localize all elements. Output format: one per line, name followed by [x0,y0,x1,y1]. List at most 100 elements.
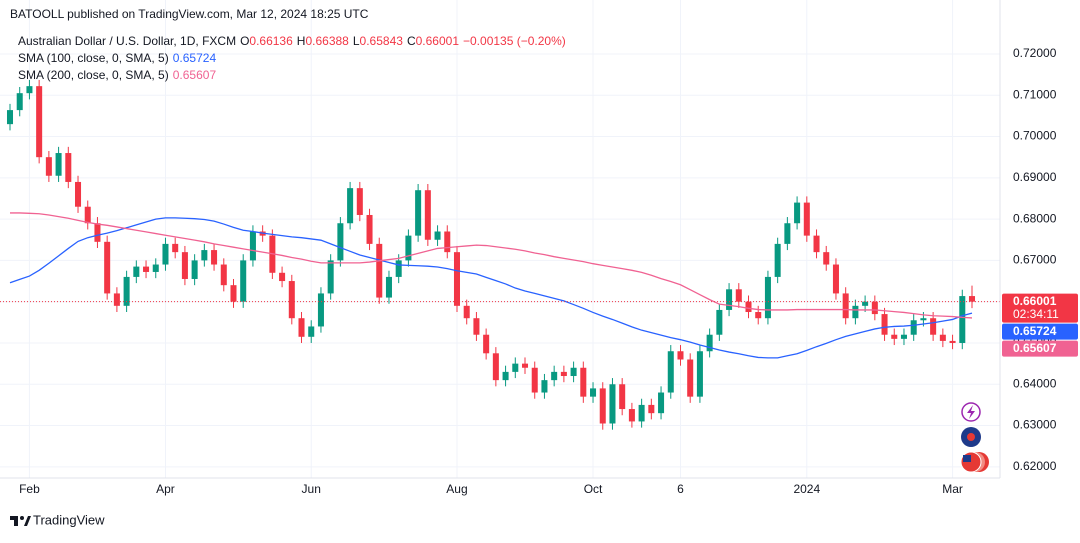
y-tick-label: 0.63000 [1013,418,1057,432]
candle-body [75,181,82,207]
legend-series: SMA (100, close, 0, SMA, 5) 0.65724 [18,51,216,65]
legend-ohlc-value: 0.65843 [360,34,404,48]
candle-body [356,188,363,215]
candle-body [551,371,558,381]
candle-body [434,231,441,240]
candle-body [220,264,227,286]
legend-series-value: 0.65607 [173,68,217,82]
axes: 0.620000.630000.640000.650000.660000.670… [19,46,1078,496]
candle-body [405,235,412,261]
y-tick-label: 0.67000 [1013,253,1057,267]
candle-body [249,231,256,261]
candle-body [871,301,878,315]
candle-body [590,388,597,397]
sma-line [10,212,973,319]
legend-series-value: 0.65724 [173,51,217,65]
x-tick-label: Apr [156,482,175,496]
legend-series-name: SMA (100, close, 0, SMA, 5) [18,51,169,65]
candle-body [930,318,937,335]
candle-body [65,153,72,182]
candle-body [541,380,548,393]
candle-body [881,314,888,335]
candle-body [347,188,354,224]
candle-body [181,252,188,279]
candle-body [648,404,655,414]
legend-ohlc-value: 0.66001 [416,34,460,48]
candle-body [327,260,334,294]
candle-body [521,363,529,368]
candle-body [337,223,344,261]
candle-body [152,264,159,272]
legend-ohlc-key: L [353,34,360,48]
legend-series-name: SMA (200, close, 0, SMA, 5) [18,68,169,82]
candle-body [658,392,665,414]
candle-body [395,260,402,277]
legend-ohlc-key: H [297,34,306,48]
candle-body [716,309,723,335]
candle-body [483,334,490,354]
candle-body [415,190,422,236]
y-tick-label: 0.64000 [1013,376,1057,390]
candle-body [376,243,383,298]
candle-body [794,202,801,224]
countdown-label: 02:34:11 [1013,307,1059,321]
candle-body [580,367,587,397]
sma-price-label: 0.65724 [1013,324,1057,338]
last-price-label: 0.66001 [1013,294,1057,308]
candle-body [453,252,461,306]
candle-body [949,340,956,343]
x-tick-label: Jun [302,482,321,496]
legend-change: −0.00135 (−0.20%) [463,34,566,48]
candle-body [240,260,247,302]
candle-body [366,214,373,244]
candle-body [900,334,907,339]
event-icon [967,433,975,441]
plot [0,79,1000,430]
sma-price-box [1002,340,1078,357]
logo-part [14,516,18,526]
y-tick-label: 0.71000 [1013,87,1057,101]
sma-line [9,217,973,359]
legend-ohlc-key: O [240,34,249,48]
candle-body [696,351,703,397]
candle-body [424,190,431,240]
logo-part [20,516,24,520]
sma-price-label: 0.65607 [1013,341,1057,355]
candle-body [891,334,898,339]
candle-body [920,318,927,321]
candle-body [560,371,567,377]
candle-body [84,206,91,224]
y-tick-label: 0.72000 [1013,46,1057,60]
candle-body [463,305,470,319]
candle-body [279,272,286,282]
candle-body [726,289,733,310]
candle-body [735,289,742,302]
candle-body [492,353,499,381]
y-tick-label: 0.62000 [1013,459,1057,473]
x-tick-label: 2024 [793,482,820,496]
candle-body [94,223,101,242]
candle-body [531,367,538,393]
candle-body [609,384,616,424]
candle-body [162,243,169,265]
candle-body [638,404,645,422]
event-icon [963,455,971,462]
candle-body [36,86,43,158]
candle-body [842,293,849,319]
x-tick-label: Mar [942,482,963,496]
y-tick-label: 0.68000 [1013,211,1057,225]
last-price-box [1002,293,1078,323]
candle-body [852,305,859,319]
legend-ohlc-key: C [407,34,416,48]
y-tick-label: 0.69000 [1013,170,1057,184]
candle-body [6,110,14,125]
candle-body [968,296,976,302]
legend-ohlc-value: 0.66388 [305,34,349,48]
x-tick-label: Oct [584,482,603,496]
candle-body [230,285,237,302]
legend-symbol: Australian Dollar / U.S. Dollar, 1D, FXC… [18,34,566,48]
footer-logo: TradingView [10,512,105,527]
sma-price-box [1002,323,1078,340]
candle-body [317,293,324,327]
candle-body [133,266,140,277]
